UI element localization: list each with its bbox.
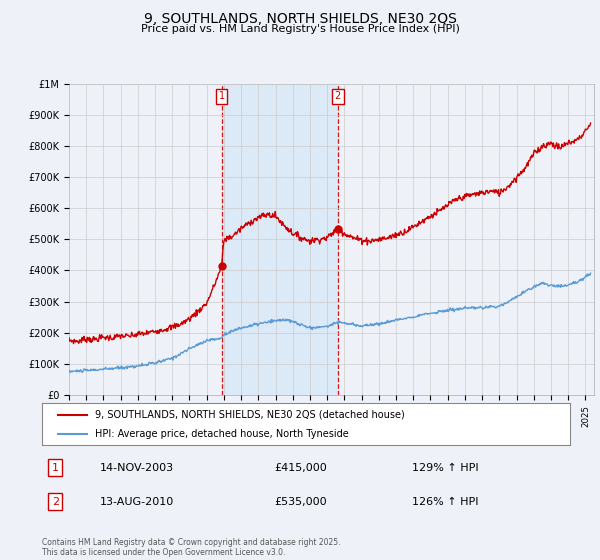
Text: 1: 1 — [218, 91, 225, 101]
Text: £415,000: £415,000 — [274, 463, 327, 473]
Text: HPI: Average price, detached house, North Tyneside: HPI: Average price, detached house, Nort… — [95, 429, 349, 439]
Text: 1: 1 — [52, 463, 59, 473]
Text: 9, SOUTHLANDS, NORTH SHIELDS, NE30 2QS (detached house): 9, SOUTHLANDS, NORTH SHIELDS, NE30 2QS (… — [95, 409, 404, 419]
Text: 126% ↑ HPI: 126% ↑ HPI — [412, 497, 478, 507]
Text: 9, SOUTHLANDS, NORTH SHIELDS, NE30 2QS: 9, SOUTHLANDS, NORTH SHIELDS, NE30 2QS — [143, 12, 457, 26]
Text: 129% ↑ HPI: 129% ↑ HPI — [412, 463, 478, 473]
Text: 2: 2 — [52, 497, 59, 507]
Text: Contains HM Land Registry data © Crown copyright and database right 2025.
This d: Contains HM Land Registry data © Crown c… — [42, 538, 341, 557]
Bar — [221, 84, 338, 395]
Text: 2: 2 — [335, 91, 341, 101]
Text: 13-AUG-2010: 13-AUG-2010 — [100, 497, 175, 507]
Text: Price paid vs. HM Land Registry's House Price Index (HPI): Price paid vs. HM Land Registry's House … — [140, 24, 460, 34]
Text: 14-NOV-2003: 14-NOV-2003 — [100, 463, 174, 473]
Text: £535,000: £535,000 — [274, 497, 327, 507]
